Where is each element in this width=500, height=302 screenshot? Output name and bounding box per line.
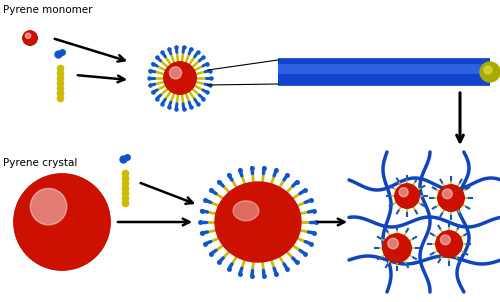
Circle shape bbox=[25, 33, 36, 44]
Circle shape bbox=[484, 66, 492, 74]
Circle shape bbox=[21, 181, 106, 266]
Circle shape bbox=[166, 64, 195, 93]
Circle shape bbox=[438, 185, 464, 211]
Circle shape bbox=[14, 174, 110, 270]
Circle shape bbox=[442, 189, 462, 209]
Circle shape bbox=[396, 185, 418, 207]
Text: Pyrene monomer: Pyrene monomer bbox=[3, 5, 92, 15]
Circle shape bbox=[164, 62, 196, 94]
Circle shape bbox=[398, 187, 417, 207]
Circle shape bbox=[31, 191, 102, 262]
Circle shape bbox=[25, 33, 36, 44]
Circle shape bbox=[388, 238, 398, 249]
Circle shape bbox=[438, 233, 461, 256]
Circle shape bbox=[24, 32, 36, 45]
Circle shape bbox=[16, 176, 109, 269]
Circle shape bbox=[170, 67, 181, 79]
Circle shape bbox=[23, 31, 37, 45]
Circle shape bbox=[169, 67, 194, 92]
Circle shape bbox=[440, 235, 450, 245]
Circle shape bbox=[442, 189, 452, 199]
Circle shape bbox=[24, 31, 37, 45]
Circle shape bbox=[442, 188, 462, 209]
Circle shape bbox=[384, 235, 410, 262]
Circle shape bbox=[24, 184, 105, 265]
Circle shape bbox=[14, 174, 110, 270]
Text: Pyrene crystal: Pyrene crystal bbox=[3, 158, 78, 168]
Circle shape bbox=[166, 64, 195, 93]
Circle shape bbox=[24, 32, 36, 44]
Circle shape bbox=[24, 32, 36, 44]
Circle shape bbox=[440, 187, 463, 210]
Circle shape bbox=[436, 231, 462, 257]
Circle shape bbox=[384, 235, 410, 261]
Circle shape bbox=[436, 231, 462, 257]
Circle shape bbox=[170, 68, 193, 91]
Circle shape bbox=[26, 33, 30, 38]
Circle shape bbox=[436, 232, 462, 257]
Circle shape bbox=[386, 237, 409, 261]
Circle shape bbox=[438, 185, 464, 211]
Circle shape bbox=[398, 188, 417, 206]
Circle shape bbox=[28, 188, 103, 263]
Circle shape bbox=[30, 188, 67, 225]
Circle shape bbox=[438, 234, 460, 256]
Circle shape bbox=[396, 185, 418, 208]
Circle shape bbox=[383, 234, 411, 262]
Circle shape bbox=[19, 179, 108, 268]
Circle shape bbox=[440, 186, 464, 210]
Circle shape bbox=[167, 65, 194, 92]
Circle shape bbox=[395, 184, 419, 208]
Circle shape bbox=[168, 66, 194, 92]
Circle shape bbox=[26, 34, 36, 44]
Circle shape bbox=[442, 190, 462, 209]
Circle shape bbox=[383, 234, 411, 262]
Circle shape bbox=[164, 62, 196, 94]
Ellipse shape bbox=[233, 201, 259, 221]
Circle shape bbox=[165, 63, 196, 94]
Circle shape bbox=[440, 236, 460, 255]
Circle shape bbox=[440, 234, 460, 255]
Circle shape bbox=[386, 237, 409, 260]
Circle shape bbox=[440, 235, 460, 255]
Circle shape bbox=[438, 232, 462, 256]
Circle shape bbox=[26, 186, 104, 264]
Circle shape bbox=[438, 186, 464, 211]
Circle shape bbox=[387, 238, 409, 260]
Circle shape bbox=[480, 62, 500, 82]
Ellipse shape bbox=[215, 182, 301, 262]
Circle shape bbox=[395, 184, 419, 208]
Circle shape bbox=[440, 188, 462, 210]
Circle shape bbox=[398, 186, 418, 207]
Circle shape bbox=[388, 239, 408, 259]
Circle shape bbox=[399, 188, 408, 197]
Circle shape bbox=[399, 188, 417, 206]
Circle shape bbox=[385, 236, 410, 261]
Circle shape bbox=[397, 186, 418, 207]
Circle shape bbox=[23, 31, 37, 45]
